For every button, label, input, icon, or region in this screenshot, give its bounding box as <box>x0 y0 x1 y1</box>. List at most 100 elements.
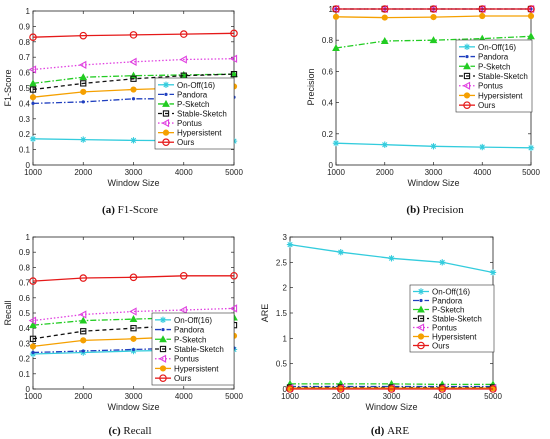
series-on-off-16- <box>332 139 535 152</box>
y-tick-label: 0.2 <box>19 355 31 364</box>
series-stable-sketch-point <box>80 328 87 335</box>
y-axis-label: F1-Score <box>3 69 13 106</box>
legend: On-Off(16)PandoraP-SketchStable-SketchPo… <box>154 77 235 150</box>
legend-label: On-Off(16) <box>177 81 215 90</box>
x-tick-label: 1000 <box>327 168 345 177</box>
series-pontus-point <box>526 4 535 14</box>
x-tick-label: 2000 <box>332 392 350 401</box>
series-p-sketch-point <box>29 321 37 329</box>
chart-panel-precision: 0 0.2 0.4 0.6 0.8 1 1000 2000 3000 4000 5000 Window… <box>306 4 540 216</box>
series-pontus <box>28 54 238 74</box>
y-tick-label: 0.8 <box>19 263 31 272</box>
series-ours <box>29 29 238 41</box>
y-tick-label: 0.9 <box>19 248 31 257</box>
y-tick-label: 0.1 <box>19 370 31 379</box>
y-tick-label: 1 <box>283 334 288 343</box>
legend-marker <box>463 101 471 109</box>
chart-panel-are: 0 0.5 1 1.5 2 2.5 3 1000 2000 3000 4000 5000 Window … <box>260 233 502 437</box>
series-p-sketch-point <box>380 36 389 44</box>
y-tick-label: 0.9 <box>19 22 31 31</box>
caption-letter: (c) <box>108 425 123 437</box>
x-tick-label: 4000 <box>473 168 491 177</box>
series-hypersistent <box>332 12 535 21</box>
legend-marker <box>463 62 471 70</box>
y-tick-label: 0.3 <box>19 339 31 348</box>
y-tick-label: 0.6 <box>322 67 334 76</box>
series-hypersistent-point <box>130 86 137 93</box>
series-on-off-16--point <box>332 139 340 147</box>
series-ours-point <box>387 385 396 393</box>
series-pontus-point <box>129 307 137 316</box>
legend-label: Pontus <box>177 119 202 128</box>
y-tick-label: 0.8 <box>322 36 334 45</box>
series-pontus-point <box>28 65 37 74</box>
chart-panel-recall: 0 0.1 0.2 0.3 0.4 0.5 0.6 0.7 0.8 0.9 1 1000 2000 300… <box>3 233 243 437</box>
legend-label: Stable-Sketch <box>432 315 482 324</box>
series-ours-point <box>438 385 447 393</box>
series-pontus-line <box>32 307 235 322</box>
y-tick-label: 0.4 <box>19 99 31 108</box>
series-stable-sketch-line <box>32 73 235 91</box>
x-tick-label: 5000 <box>522 168 540 177</box>
series-ours-point <box>129 273 138 282</box>
y-tick-label: 0.8 <box>19 38 31 47</box>
series-ours-point <box>29 277 37 285</box>
series-ours-point <box>129 31 138 39</box>
legend-marker <box>465 54 469 59</box>
series-ours-point <box>332 5 340 13</box>
series-ours-point <box>336 385 345 393</box>
series-ours-point <box>527 5 535 13</box>
series-on-off-16--point <box>80 136 87 143</box>
legend-label: Stable-Sketch <box>174 345 224 354</box>
legend-marker <box>159 345 167 353</box>
y-tick-label: 0.5 <box>276 360 288 369</box>
x-tick-label: 5000 <box>484 392 502 401</box>
series-ours <box>332 5 535 13</box>
caption-letter: (a) <box>102 204 118 216</box>
y-tick-label: 1 <box>329 5 334 14</box>
x-axis-label: Window Size <box>107 402 159 412</box>
series-hypersistent-point <box>527 12 535 20</box>
y-tick-label: 0.3 <box>19 115 31 124</box>
series-p-sketch-point <box>79 73 88 81</box>
legend-marker <box>463 72 471 80</box>
series-stable-sketch-point <box>29 86 37 93</box>
series-pontus-point <box>78 60 87 70</box>
series-p-sketch-point <box>429 36 438 44</box>
series-on-off-16--point <box>527 144 535 152</box>
legend-label: Pandora <box>432 297 463 306</box>
series-stable-sketch-point <box>230 70 238 78</box>
y-tick-label: 1 <box>26 233 31 242</box>
legend-label: P-Sketch <box>177 100 209 109</box>
panel-caption: (d) ARE <box>371 425 409 437</box>
x-tick-label: 3000 <box>383 392 401 401</box>
legend-label: Pontus <box>478 82 503 91</box>
series-ours-point <box>79 31 88 40</box>
series-hypersistent-point <box>29 343 37 350</box>
series-on-off-16--point <box>130 137 137 144</box>
series-stable-sketch-point <box>130 325 137 332</box>
series-p-sketch-line <box>335 35 532 49</box>
legend-label: Stable-Sketch <box>177 110 227 119</box>
series-ours-point <box>478 5 487 13</box>
x-tick-label: 1000 <box>24 168 42 177</box>
x-tick-label: 2000 <box>74 392 92 401</box>
legend: On-Off(16)PandoraP-SketchStable-SketchPo… <box>409 284 495 353</box>
panel-caption: (c) Recall <box>108 425 151 437</box>
y-tick-label: 1 <box>26 7 31 16</box>
y-tick-label: 0 <box>26 385 31 394</box>
legend-label: Ours <box>432 342 449 351</box>
series-on-off-16--point <box>337 249 344 256</box>
legend-marker <box>159 365 167 372</box>
series-pontus-point <box>129 57 137 66</box>
y-axis-label: Recall <box>3 300 13 325</box>
y-tick-label: 1.5 <box>276 309 288 318</box>
series-pandora-point <box>131 347 136 352</box>
caption-text: F1-Score <box>118 204 158 216</box>
y-tick-label: 0 <box>329 161 334 170</box>
series-hypersistent-point <box>80 337 87 344</box>
series-pandora-point <box>131 97 136 101</box>
legend-label: Hypersistent <box>177 129 222 138</box>
legend-marker <box>419 298 423 303</box>
legend-marker <box>417 341 425 350</box>
